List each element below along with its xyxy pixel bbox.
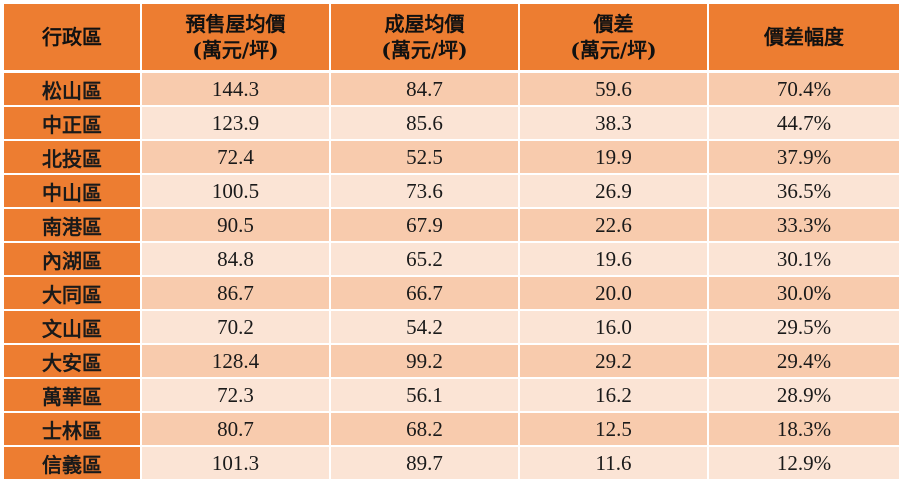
presale-price-cell: 84.8: [142, 243, 331, 277]
header-existing-price: 成屋均價 (萬元/坪): [331, 4, 520, 73]
price-diff-cell: 38.3: [520, 107, 709, 141]
header-diff-unit: (萬元/坪): [570, 38, 657, 62]
price-diff-cell: 22.6: [520, 209, 709, 243]
header-presale-price: 預售屋均價 (萬元/坪): [142, 4, 331, 73]
district-cell: 內湖區: [4, 243, 142, 277]
existing-price-cell: 68.2: [331, 413, 520, 447]
district-cell: 大安區: [4, 345, 142, 379]
existing-price-cell: 84.7: [331, 73, 520, 107]
diff-percent-cell: 37.9%: [709, 141, 899, 175]
presale-price-cell: 144.3: [142, 73, 331, 107]
diff-percent-cell: 44.7%: [709, 107, 899, 141]
header-diff-percent: 價差幅度: [709, 4, 899, 73]
diff-percent-cell: 30.1%: [709, 243, 899, 277]
presale-price-cell: 72.4: [142, 141, 331, 175]
table-row: 信義區 101.3 89.7 11.6 12.9%: [4, 447, 899, 481]
presale-price-cell: 70.2: [142, 311, 331, 345]
district-cell: 松山區: [4, 73, 142, 107]
existing-price-cell: 65.2: [331, 243, 520, 277]
table-row: 北投區 72.4 52.5 19.9 37.9%: [4, 141, 899, 175]
presale-price-cell: 128.4: [142, 345, 331, 379]
price-diff-cell: 29.2: [520, 345, 709, 379]
diff-percent-cell: 18.3%: [709, 413, 899, 447]
header-existing-unit: (萬元/坪): [381, 38, 468, 62]
diff-percent-cell: 29.5%: [709, 311, 899, 345]
existing-price-cell: 99.2: [331, 345, 520, 379]
table-row: 士林區 80.7 68.2 12.5 18.3%: [4, 413, 899, 447]
table-row: 松山區 144.3 84.7 59.6 70.4%: [4, 73, 899, 107]
header-presale-label: 預售屋均價: [185, 12, 286, 36]
presale-price-cell: 101.3: [142, 447, 331, 481]
header-row: 行政區 預售屋均價 (萬元/坪) 成屋均價 (萬元/坪) 價差 (萬元/坪) 價…: [4, 4, 899, 73]
table-row: 文山區 70.2 54.2 16.0 29.5%: [4, 311, 899, 345]
price-diff-cell: 16.2: [520, 379, 709, 413]
price-diff-cell: 12.5: [520, 413, 709, 447]
table-row: 中正區 123.9 85.6 38.3 44.7%: [4, 107, 899, 141]
existing-price-cell: 56.1: [331, 379, 520, 413]
price-comparison-table: 行政區 預售屋均價 (萬元/坪) 成屋均價 (萬元/坪) 價差 (萬元/坪) 價…: [4, 4, 899, 481]
table-row: 大同區 86.7 66.7 20.0 30.0%: [4, 277, 899, 311]
district-cell: 文山區: [4, 311, 142, 345]
header-existing-label: 成屋均價: [384, 12, 465, 36]
existing-price-cell: 66.7: [331, 277, 520, 311]
district-cell: 士林區: [4, 413, 142, 447]
diff-percent-cell: 12.9%: [709, 447, 899, 481]
header-diff-label: 價差: [593, 12, 634, 36]
district-cell: 南港區: [4, 209, 142, 243]
existing-price-cell: 85.6: [331, 107, 520, 141]
presale-price-cell: 86.7: [142, 277, 331, 311]
diff-percent-cell: 30.0%: [709, 277, 899, 311]
header-price-diff: 價差 (萬元/坪): [520, 4, 709, 73]
diff-percent-cell: 33.3%: [709, 209, 899, 243]
diff-percent-cell: 29.4%: [709, 345, 899, 379]
table-body: 松山區 144.3 84.7 59.6 70.4% 中正區 123.9 85.6 38.3 44.…: [4, 73, 899, 481]
table-header: 行政區 預售屋均價 (萬元/坪) 成屋均價 (萬元/坪) 價差 (萬元/坪) 價…: [4, 4, 899, 73]
presale-price-cell: 90.5: [142, 209, 331, 243]
existing-price-cell: 52.5: [331, 141, 520, 175]
district-cell: 北投區: [4, 141, 142, 175]
table-row: 大安區 128.4 99.2 29.2 29.4%: [4, 345, 899, 379]
price-diff-cell: 26.9: [520, 175, 709, 209]
price-diff-cell: 20.0: [520, 277, 709, 311]
diff-percent-cell: 70.4%: [709, 73, 899, 107]
existing-price-cell: 89.7: [331, 447, 520, 481]
diff-percent-cell: 28.9%: [709, 379, 899, 413]
presale-price-cell: 100.5: [142, 175, 331, 209]
price-diff-cell: 11.6: [520, 447, 709, 481]
district-cell: 中正區: [4, 107, 142, 141]
table-row: 中山區 100.5 73.6 26.9 36.5%: [4, 175, 899, 209]
presale-price-cell: 123.9: [142, 107, 331, 141]
diff-percent-cell: 36.5%: [709, 175, 899, 209]
table-row: 萬華區 72.3 56.1 16.2 28.9%: [4, 379, 899, 413]
district-cell: 信義區: [4, 447, 142, 481]
header-presale-unit: (萬元/坪): [192, 38, 279, 62]
price-diff-cell: 59.6: [520, 73, 709, 107]
price-diff-cell: 16.0: [520, 311, 709, 345]
price-diff-cell: 19.9: [520, 141, 709, 175]
district-cell: 大同區: [4, 277, 142, 311]
header-percent-label: 價差幅度: [764, 25, 844, 49]
header-district: 行政區: [4, 4, 142, 73]
existing-price-cell: 54.2: [331, 311, 520, 345]
price-diff-cell: 19.6: [520, 243, 709, 277]
table-row: 南港區 90.5 67.9 22.6 33.3%: [4, 209, 899, 243]
header-district-label: 行政區: [42, 25, 102, 49]
existing-price-cell: 73.6: [331, 175, 520, 209]
district-cell: 萬華區: [4, 379, 142, 413]
table-row: 內湖區 84.8 65.2 19.6 30.1%: [4, 243, 899, 277]
presale-price-cell: 72.3: [142, 379, 331, 413]
existing-price-cell: 67.9: [331, 209, 520, 243]
presale-price-cell: 80.7: [142, 413, 331, 447]
district-cell: 中山區: [4, 175, 142, 209]
